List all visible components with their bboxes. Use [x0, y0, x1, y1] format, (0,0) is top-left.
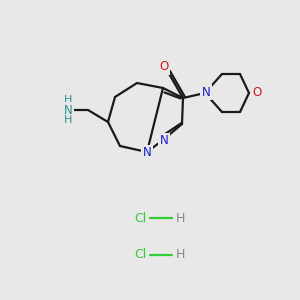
Text: Cl: Cl	[134, 212, 146, 224]
Text: Cl: Cl	[134, 248, 146, 262]
Text: H: H	[64, 115, 72, 125]
Text: O: O	[252, 86, 262, 100]
Text: N: N	[202, 85, 210, 98]
Text: N: N	[64, 103, 72, 116]
Text: N: N	[142, 146, 152, 160]
Text: O: O	[159, 61, 169, 74]
Text: H: H	[175, 212, 185, 224]
Text: H: H	[175, 248, 185, 262]
Text: N: N	[160, 134, 168, 148]
Text: H: H	[64, 95, 72, 105]
